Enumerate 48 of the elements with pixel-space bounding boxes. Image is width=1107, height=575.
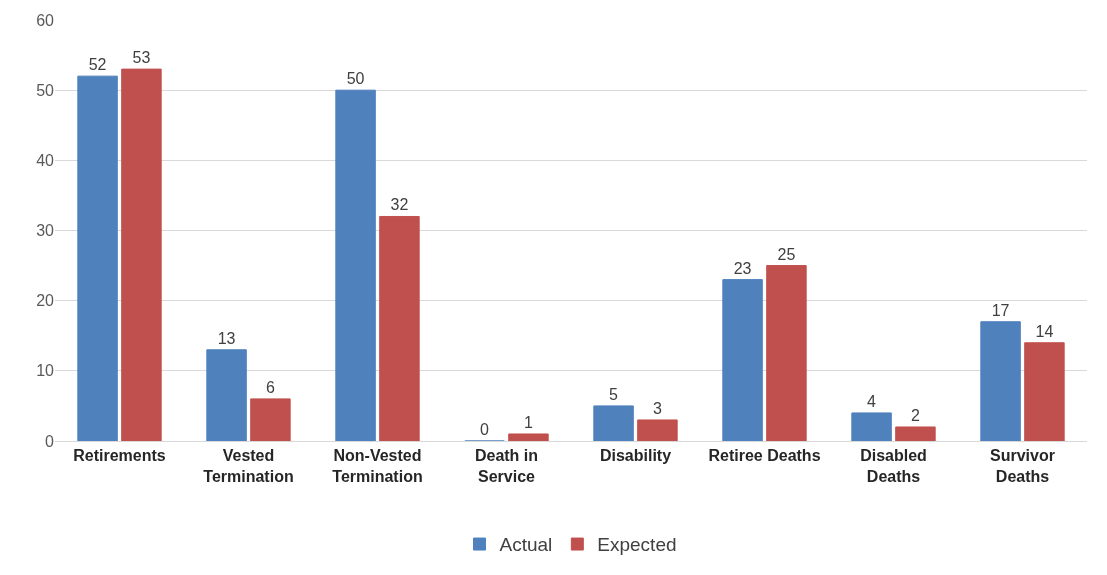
y-tick-label: 30 <box>36 222 55 240</box>
x-tick-label: Retiree Deaths <box>708 447 821 465</box>
legend-label: Expected <box>597 534 677 556</box>
bar <box>77 75 118 441</box>
bar <box>766 265 807 441</box>
data-label: 14 <box>1035 322 1054 340</box>
bar <box>637 419 678 441</box>
data-label: 4 <box>867 392 877 410</box>
x-tick-label: Survivor Deaths <box>990 447 1055 485</box>
data-label: 53 <box>132 49 151 67</box>
data-label: 13 <box>217 329 236 347</box>
data-label: 32 <box>390 196 409 214</box>
bar <box>851 412 892 441</box>
bar <box>1024 342 1065 441</box>
data-label: 5 <box>609 385 619 403</box>
bar <box>121 68 162 441</box>
x-tick-label: Non-Vested Termination <box>332 447 423 485</box>
y-tick-label: 0 <box>45 432 55 450</box>
data-label: 0 <box>480 421 490 438</box>
y-tick-label: 20 <box>36 292 55 310</box>
data-label: 23 <box>733 259 752 277</box>
x-tick-label: Disabled Deaths <box>860 447 927 485</box>
data-label: 25 <box>777 245 796 263</box>
legend-label: Actual <box>499 534 553 556</box>
y-tick-label: 50 <box>36 81 55 99</box>
data-label: 1 <box>523 413 533 431</box>
data-label: 2 <box>910 406 920 424</box>
x-tick-label: Retirements <box>73 447 166 465</box>
bar <box>980 321 1021 441</box>
bar <box>250 398 291 441</box>
y-tick-label: 60 <box>36 11 55 29</box>
bar <box>508 433 549 441</box>
data-label: 6 <box>265 378 275 396</box>
bar <box>335 89 376 441</box>
bar <box>379 215 420 441</box>
bar <box>593 405 634 441</box>
data-label: 52 <box>88 56 107 74</box>
y-tick-label: 40 <box>36 151 55 169</box>
data-label: 17 <box>991 301 1010 319</box>
x-tick-label: Disability <box>599 447 672 465</box>
x-tick-label: Death in Service <box>474 447 539 485</box>
y-tick-label: 10 <box>36 362 55 380</box>
x-tick-label: Vested Termination <box>203 447 294 485</box>
bar <box>722 279 763 441</box>
data-label: 3 <box>652 399 662 417</box>
bar <box>895 426 936 441</box>
bar <box>206 349 247 441</box>
data-label: 50 <box>346 70 365 88</box>
